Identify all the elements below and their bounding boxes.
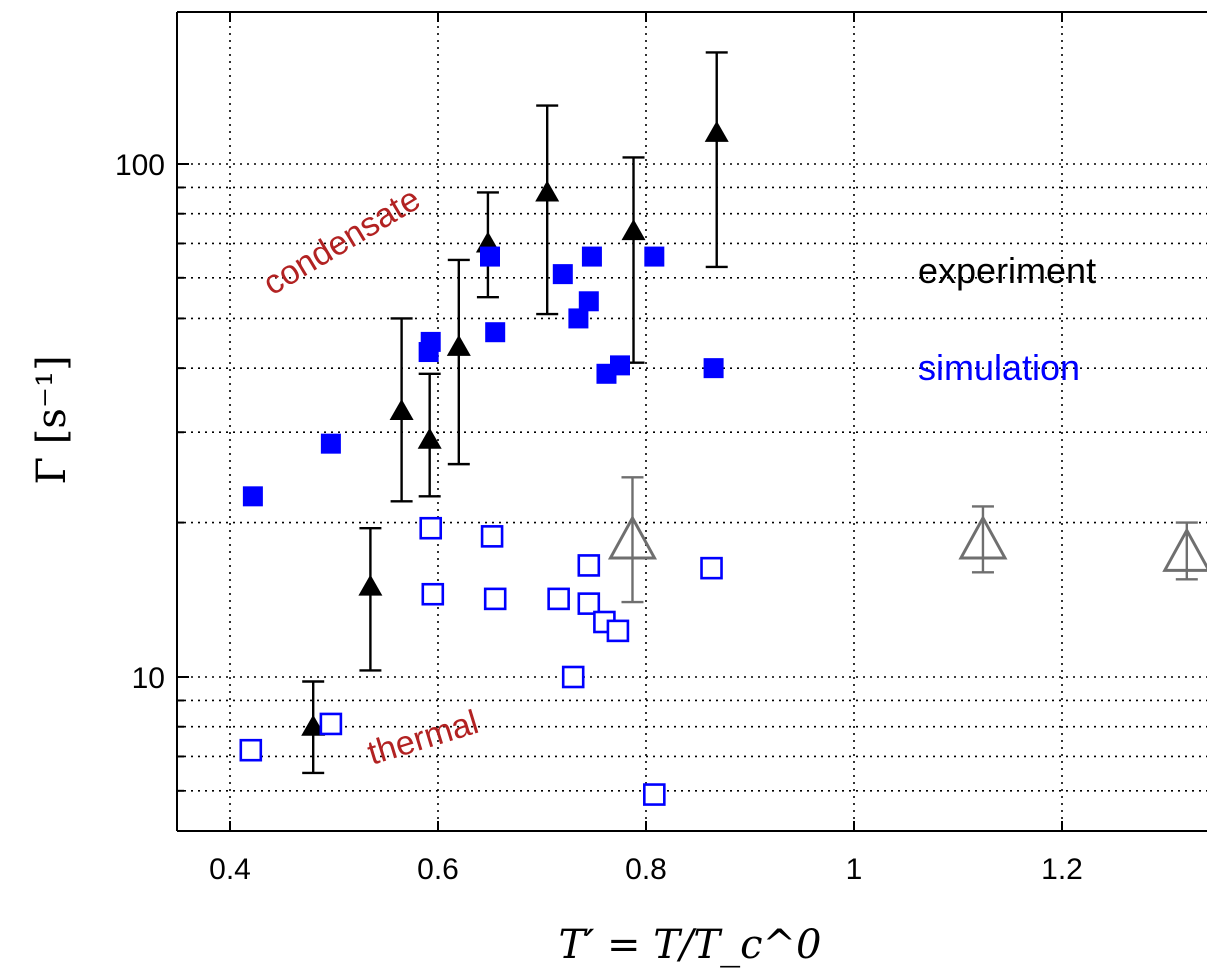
simulation-thermal-point: [606, 619, 630, 643]
simulation-thermal-point: [239, 738, 263, 762]
error-bar: [621, 476, 644, 604]
annotation-thermal: thermal: [363, 703, 483, 772]
x-axis-title: T′ = T/T_c^0: [559, 922, 822, 968]
simulation-condensate-point: [242, 486, 263, 507]
simulation-thermal-point: [419, 516, 443, 540]
simulation-thermal-point: [319, 712, 343, 736]
x-tick-label: 0.8: [625, 853, 667, 886]
simulation-thermal-point: [577, 554, 601, 577]
simulation-thermal-point: [483, 587, 507, 611]
x-axis-ticks: 0.4 0.6 0.8 1 1.2: [209, 12, 1083, 886]
grid-lines: [177, 12, 1207, 831]
simulation-thermal-point: [480, 525, 504, 548]
annotation-condensate: condensate: [257, 180, 427, 303]
experiment-condensate-point: [358, 574, 383, 596]
experiment-condensate-point: [704, 120, 729, 142]
simulation-thermal-point: [547, 587, 570, 611]
experiment-thermal-point: [1162, 527, 1207, 572]
experiment-condensate-point: [621, 219, 646, 241]
simulation-condensate-point: [420, 331, 441, 352]
simulation-condensate-point: [578, 291, 599, 312]
experiment-condensate-point: [535, 180, 560, 202]
experiment-condensate-point: [389, 399, 414, 421]
y-tick-label: 10: [132, 662, 165, 695]
plot-axes: [176, 11, 1207, 832]
x-tick-label: 1: [846, 853, 863, 886]
error-bar: [705, 51, 728, 269]
simulation-thermal-point: [700, 556, 723, 580]
simulation-thermal-point: [561, 665, 585, 689]
experiment-condensate-point: [301, 714, 326, 736]
experiment-condensate-point: [417, 427, 442, 449]
simulation-thermal-point: [577, 592, 601, 615]
error-bar: [447, 258, 470, 466]
experiment-thermal-point: [607, 514, 658, 560]
x-tick-label: 0.6: [417, 853, 459, 886]
data-marks: [239, 51, 1207, 806]
error-bar: [359, 527, 382, 672]
simulation-condensate-point: [703, 358, 724, 379]
error-bar: [536, 104, 559, 316]
simulation-thermal-point: [421, 582, 445, 606]
y-axis-ticks: 10 100: [115, 149, 189, 792]
simulation-condensate-point: [320, 433, 341, 454]
simulation-condensate-point: [644, 246, 665, 267]
legend-entry-simulation: simulation: [918, 347, 1080, 388]
experiment-thermal-point: [958, 514, 1008, 560]
simulation-condensate-point: [581, 246, 602, 267]
y-axis-title: Γ [s⁻¹]: [29, 355, 75, 484]
simulation-thermal-point: [643, 783, 666, 806]
simulation-condensate-point: [552, 264, 573, 285]
simulation-condensate-point: [485, 322, 506, 343]
simulation-condensate-point: [610, 355, 630, 376]
legend-entry-experiment: experiment: [918, 250, 1096, 291]
experiment-condensate-point: [446, 334, 471, 356]
y-tick-label: 100: [115, 149, 165, 182]
simulation-condensate-point: [480, 246, 500, 267]
x-tick-label: 1.2: [1041, 853, 1083, 886]
simulation-condensate-point: [568, 308, 589, 329]
x-tick-label: 0.4: [209, 853, 251, 886]
